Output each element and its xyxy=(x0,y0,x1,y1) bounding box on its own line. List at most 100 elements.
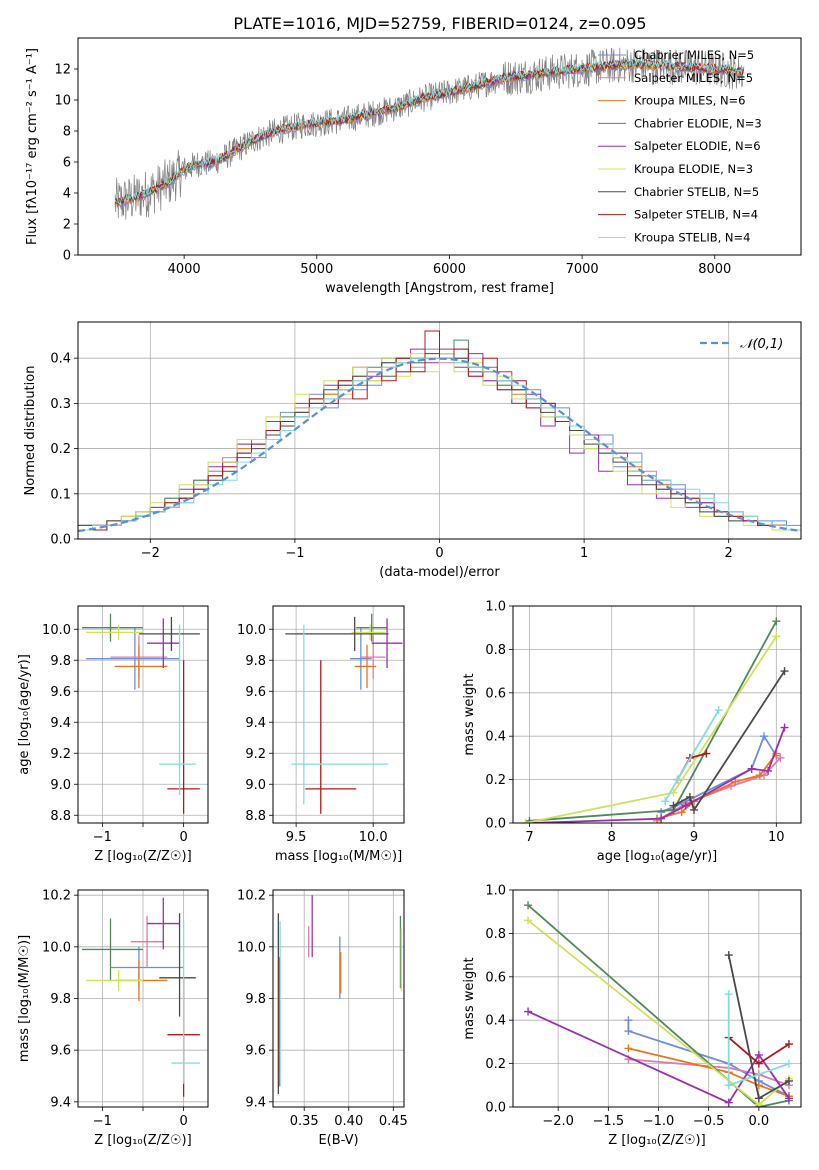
axes-frame xyxy=(77,889,209,1108)
y-tick-label: 0.2 xyxy=(485,773,506,788)
panel-weight-vs-Z: −2.0 −1.5 −1.0 −0.5 0.0 0.0 0.2 0.4 0.6 0.8 1.0 Z [… xyxy=(462,884,802,1148)
plot-area xyxy=(82,897,200,1097)
y-tick-label: 9.4 xyxy=(50,1095,71,1110)
weight-marker xyxy=(772,617,781,626)
y-tick-label: 0.4 xyxy=(50,352,71,367)
panel-age-vs-Z: −1 0 8.8 9.0 9.2 9.4 9.6 9.8 10.0 Z [log₁₀(Z/Z☉)]… xyxy=(17,605,209,864)
y-tick-label: 1.0 xyxy=(485,600,506,615)
weight-marker xyxy=(754,1050,763,1059)
y-tick-label: 10.2 xyxy=(237,889,266,904)
y-tick-label: 9.2 xyxy=(50,747,71,762)
weight-marker xyxy=(724,1098,733,1107)
legend-label: Kroupa MILES, N=6 xyxy=(634,94,746,108)
axes-frame xyxy=(512,889,802,1108)
weight-line xyxy=(529,727,786,823)
y-tick-label: 9.8 xyxy=(245,654,266,669)
legend-label: Salpeter MILES, N=5 xyxy=(634,71,753,85)
plot-area xyxy=(521,617,789,823)
x-tick-label: −0.5 xyxy=(693,1114,725,1129)
x-axis-label: age [log₁₀(age/yr)] xyxy=(597,849,718,864)
y-tick-label: 9.2 xyxy=(245,747,266,762)
panel-mass-vs-ebv: 0.35 0.40 0.45 9.4 9.6 9.8 10.0 10.2 E(B-V) xyxy=(237,889,408,1148)
panel-age-vs-mass: 9.5 10.0 8.8 9.0 9.2 9.4 9.6 9.8 10.0 mass [log₁₀… xyxy=(237,605,405,864)
weight-marker xyxy=(624,1027,633,1036)
y-tick-label: 10.0 xyxy=(42,940,71,955)
plot-area xyxy=(114,47,745,220)
axes-frame xyxy=(77,605,209,824)
y-axis-label: Flux [fλ10⁻¹⁷ erg cm⁻² s⁻¹ A⁻¹] xyxy=(25,48,40,245)
y-tick-label: 9.6 xyxy=(50,1044,71,1059)
y-tick-label: 0.2 xyxy=(50,442,71,457)
weight-marker xyxy=(524,916,533,925)
axes-frame xyxy=(77,321,802,540)
weight-marker xyxy=(780,667,789,676)
x-tick-label: 9 xyxy=(690,830,698,845)
weight-marker xyxy=(731,777,740,786)
x-tick-label: 0 xyxy=(435,546,443,561)
x-tick-label: 7 xyxy=(525,830,533,845)
y-axis-label: mass weight xyxy=(462,957,477,1039)
x-tick-label: 5000 xyxy=(300,262,333,277)
y-tick-label: 10.0 xyxy=(237,623,266,638)
weight-marker xyxy=(784,1076,793,1085)
axes-frame xyxy=(272,605,405,824)
panel-weight-vs-age: 7 8 9 10 0.0 0.2 0.4 0.6 0.8 1.0 age [log₁₀(age/yr… xyxy=(462,600,802,864)
panel-residual-hist: −2 −1 0 1 2 0.0 0.1 0.2 0.3 0.4 (data-model)/error… xyxy=(23,321,802,580)
weight-marker xyxy=(784,1094,793,1103)
x-tick-label: 0.45 xyxy=(379,1114,408,1129)
axes-frame xyxy=(272,889,405,1108)
y-tick-label: 0.8 xyxy=(485,643,506,658)
y-tick-label: 9.4 xyxy=(245,1095,266,1110)
y-tick-label: 0.4 xyxy=(485,1014,506,1029)
y-axis-label: mass [log₁₀(M/M☉)] xyxy=(17,935,32,1062)
weight-marker xyxy=(759,732,768,741)
figure-title: PLATE=1016, MJD=52759, FIBERID=0124, z=0… xyxy=(233,14,646,33)
weight-line xyxy=(628,1058,790,1087)
y-axis-label: mass weight xyxy=(462,673,477,755)
weight-marker xyxy=(755,771,764,780)
weight-marker xyxy=(754,1059,763,1068)
weight-marker xyxy=(702,749,711,758)
y-tick-label: 0.8 xyxy=(485,927,506,942)
x-tick-label: 0.35 xyxy=(290,1114,319,1129)
x-tick-label: −1.0 xyxy=(643,1114,675,1129)
x-tick-label: 6000 xyxy=(433,262,466,277)
legend-label: Kroupa ELODIE, N=3 xyxy=(634,162,753,176)
weight-marker xyxy=(681,801,690,810)
y-tick-label: 0.0 xyxy=(485,1101,506,1116)
legend-label: Salpeter STELIB, N=4 xyxy=(634,208,758,222)
y-tick-label: 12 xyxy=(54,63,71,78)
weight-marker xyxy=(724,951,733,960)
weight-marker xyxy=(724,990,733,999)
y-tick-label: 0.6 xyxy=(485,970,506,985)
panels: 4000 5000 6000 7000 8000024681012wavelength … xyxy=(17,37,802,1148)
x-axis-label: Z [log₁₀(Z/Z☉)] xyxy=(94,1133,191,1148)
weight-line xyxy=(527,904,790,1107)
y-tick-label: 9.8 xyxy=(50,992,71,1007)
x-tick-label: −1 xyxy=(285,546,304,561)
weight-line xyxy=(525,635,778,823)
weight-marker xyxy=(724,1081,733,1090)
axes-frame xyxy=(512,605,802,824)
y-tick-label: 10.2 xyxy=(42,889,71,904)
weight-marker xyxy=(624,1044,633,1053)
weight-marker xyxy=(624,1016,633,1025)
weight-marker xyxy=(764,766,773,775)
weight-marker xyxy=(525,819,534,823)
weight-marker xyxy=(669,801,678,810)
y-tick-label: 8.8 xyxy=(245,809,266,824)
y-tick-label: 0.2 xyxy=(485,1057,506,1072)
weight-marker xyxy=(776,753,785,762)
y-tick-label: 0 xyxy=(63,249,71,264)
legend-label: Salpeter ELODIE, N=6 xyxy=(634,139,761,153)
x-tick-label: −2 xyxy=(141,546,160,561)
x-tick-label: 10 xyxy=(768,830,785,845)
y-tick-label: 10.0 xyxy=(237,940,266,955)
y-tick-label: 8.8 xyxy=(50,809,71,824)
y-tick-label: 0.0 xyxy=(50,533,71,548)
weight-marker xyxy=(784,1040,793,1049)
weight-line xyxy=(527,1010,790,1104)
weight-line xyxy=(673,670,786,813)
y-tick-label: 9.8 xyxy=(50,654,71,669)
